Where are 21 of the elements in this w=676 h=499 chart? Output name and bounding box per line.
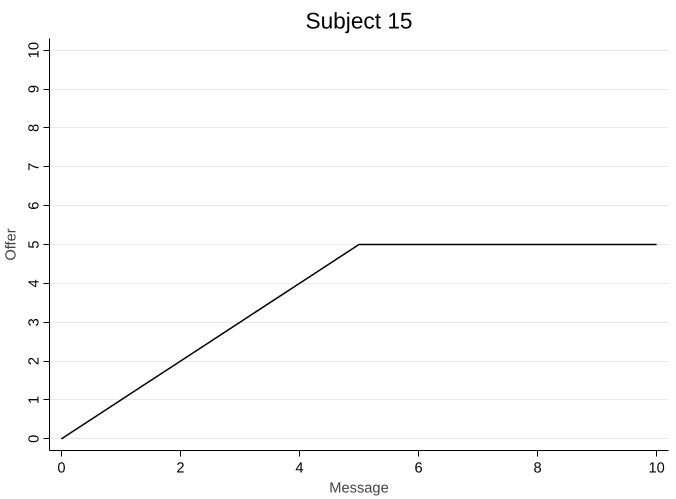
y-tick-label: 5 <box>26 240 42 249</box>
x-tick-label: 2 <box>176 460 185 476</box>
x-tick-label: 8 <box>533 460 542 476</box>
y-tick-label: 0 <box>26 434 42 443</box>
line-series <box>60 244 658 440</box>
y-tick-label: 9 <box>26 84 42 94</box>
y-tick-label: 1 <box>26 396 42 404</box>
y-tick-label: 6 <box>26 202 42 210</box>
chart-title: Subject 15 <box>305 8 413 34</box>
y-tick-label: 8 <box>26 124 42 132</box>
x-tick-label: 6 <box>414 460 423 476</box>
x-tick-label: 0 <box>57 460 66 476</box>
y-tick-label: 4 <box>26 279 42 288</box>
y-tick-label: 7 <box>26 162 42 171</box>
y-tick-label: 3 <box>26 318 42 326</box>
x-tick-label: 4 <box>295 460 304 476</box>
y-axis-title: Offer <box>4 228 20 261</box>
y-tick-label: 2 <box>26 357 42 366</box>
x-axis-title: Message <box>329 480 389 496</box>
y-tick-label: 10 <box>26 42 42 58</box>
x-tick-label: 10 <box>648 460 665 476</box>
